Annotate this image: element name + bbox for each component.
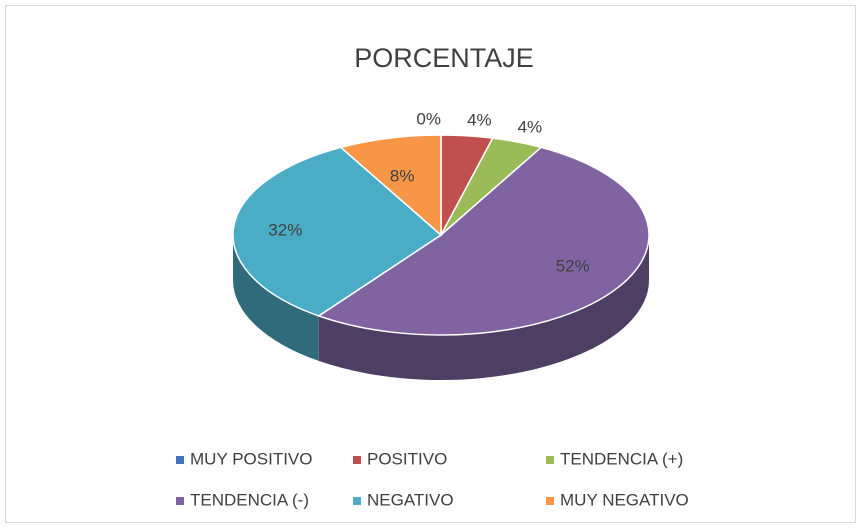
legend-swatch bbox=[176, 456, 184, 464]
data-label: 4% bbox=[518, 118, 543, 137]
legend-swatch bbox=[176, 497, 184, 505]
legend-label: MUY NEGATIVO bbox=[560, 490, 689, 509]
slice-side bbox=[318, 235, 649, 380]
data-label: 52% bbox=[556, 257, 590, 276]
legend-swatch bbox=[546, 456, 554, 464]
data-label: 0% bbox=[416, 109, 441, 128]
legend-label: TENDENCIA (-) bbox=[190, 490, 309, 509]
slice bbox=[232, 146, 443, 317]
data-label: 4% bbox=[467, 110, 492, 129]
legend-label: MUY POSITIVO bbox=[190, 449, 313, 468]
legend-swatch bbox=[353, 497, 361, 505]
chart-title: PORCENTAJE bbox=[354, 43, 534, 73]
slice bbox=[317, 146, 650, 336]
legend-label: NEGATIVO bbox=[367, 490, 454, 509]
legend-swatch bbox=[546, 497, 554, 505]
slice bbox=[339, 134, 442, 237]
slice-side bbox=[233, 235, 319, 361]
legend-label: TENDENCIA (+) bbox=[560, 449, 683, 468]
data-label: 32% bbox=[268, 221, 302, 240]
legend-label: POSITIVO bbox=[367, 449, 447, 468]
legend-swatch bbox=[353, 456, 361, 464]
data-label: 8% bbox=[390, 166, 415, 185]
